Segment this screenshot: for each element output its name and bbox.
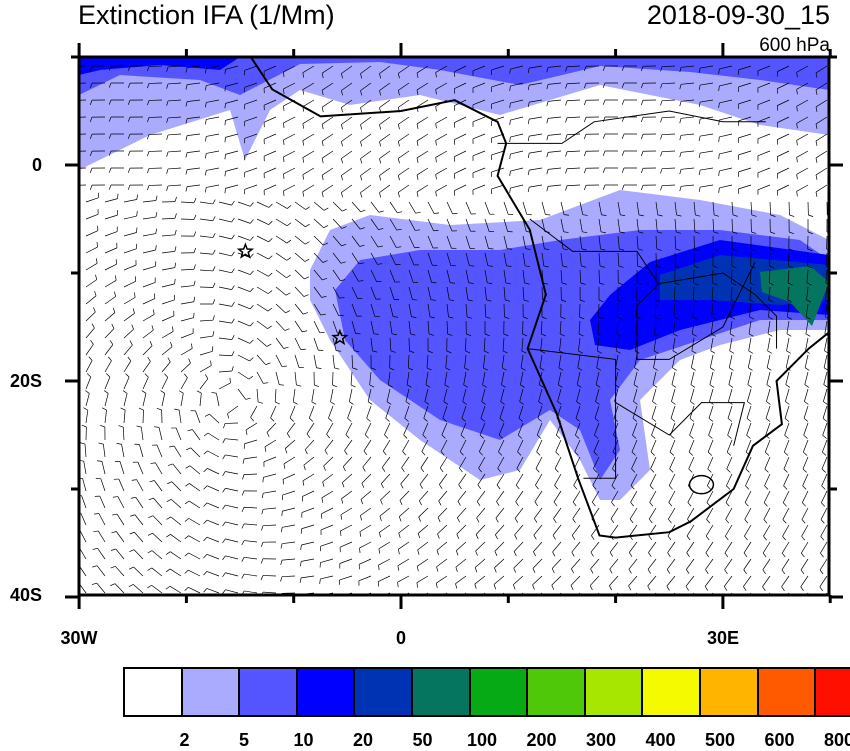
colorbar-swatch (701, 669, 759, 715)
colorbar-label: 400 (645, 730, 675, 751)
x-tick-label: 30W (60, 628, 97, 649)
colorbar-swatch (643, 669, 701, 715)
colorbar-swatch (816, 669, 850, 715)
y-tick-label: 0 (32, 155, 42, 176)
colorbar-swatch (298, 669, 356, 715)
colorbar-label: 200 (526, 730, 556, 751)
x-tick-label: 0 (396, 628, 406, 649)
colorbar-swatch (240, 669, 298, 715)
colorbar-label: 10 (293, 730, 313, 751)
colorbar-label: 300 (586, 730, 616, 751)
colorbar-label: 100 (467, 730, 497, 751)
y-tick-label: 40S (10, 585, 42, 606)
x-tick-label: 30E (707, 628, 739, 649)
colorbar-label: 50 (412, 730, 432, 751)
colorbar (123, 667, 850, 717)
y-tick-label: 20S (10, 371, 42, 392)
colorbar-label: 600 (764, 730, 794, 751)
colorbar-swatch (355, 669, 413, 715)
colorbar-label: 5 (239, 730, 249, 751)
colorbar-swatch (413, 669, 471, 715)
colorbar-swatch (183, 669, 241, 715)
colorbar-swatch (471, 669, 529, 715)
colorbar-label: 800 (824, 730, 850, 751)
colorbar-label: 20 (353, 730, 373, 751)
colorbar-swatch (125, 669, 183, 715)
colorbar-label: 500 (705, 730, 735, 751)
colorbar-swatch (759, 669, 817, 715)
map-panel (0, 0, 850, 620)
colorbar-label: 2 (179, 730, 189, 751)
colorbar-swatch (528, 669, 586, 715)
colorbar-swatch (586, 669, 644, 715)
